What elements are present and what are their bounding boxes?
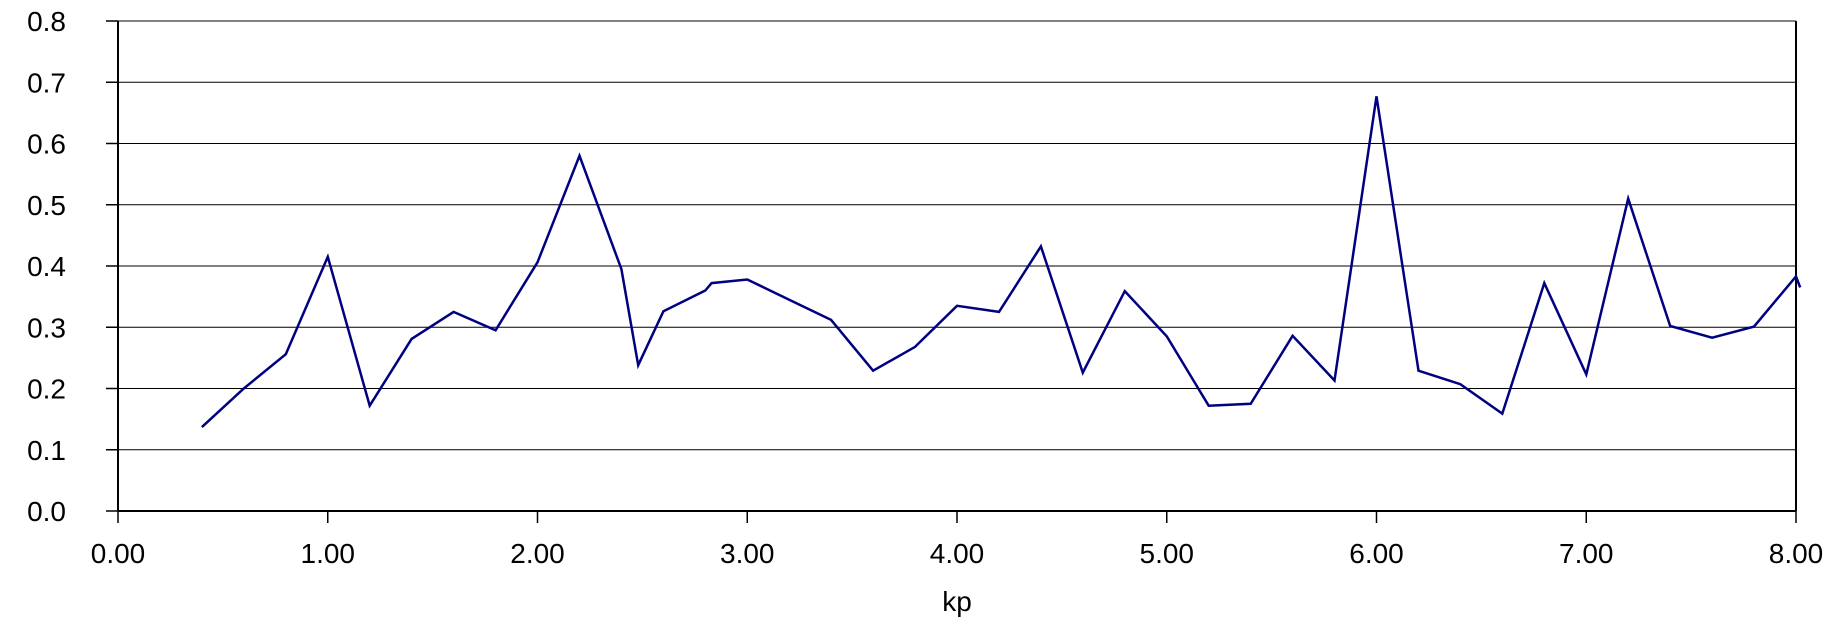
x-tick-label: 2.00 xyxy=(510,538,565,569)
y-tick-label: 0.0 xyxy=(27,496,66,527)
x-axis-ticks: 0.00 1.00 2.00 3.00 4.00 5.00 6.00 7.00 8.00 xyxy=(91,511,1824,569)
x-tick-label: 1.00 xyxy=(301,538,356,569)
y-tick-label: 0.7 xyxy=(27,67,66,98)
x-tick-label: 4.00 xyxy=(930,538,985,569)
series-line xyxy=(201,96,1802,429)
x-tick-label: 7.00 xyxy=(1559,538,1614,569)
y-tick-label: 0.3 xyxy=(27,312,66,343)
x-tick-label: 8.00 xyxy=(1769,538,1824,569)
x-tick-label: 0.00 xyxy=(91,538,146,569)
y-tick-label: 0.4 xyxy=(27,251,66,282)
x-tick-label: 5.00 xyxy=(1140,538,1195,569)
series-group xyxy=(201,96,1802,429)
y-tick-label: 0.6 xyxy=(27,129,66,160)
y-tick-label: 0.5 xyxy=(27,190,66,221)
y-tick-label: 0.2 xyxy=(27,374,66,405)
gridlines xyxy=(118,20,1796,451)
x-axis-title: kp xyxy=(942,586,972,617)
x-tick-label: 3.00 xyxy=(720,538,775,569)
y-tick-label: 0.8 xyxy=(27,6,66,37)
y-axis-ticks: 0.0 0.1 0.2 0.3 0.4 0.5 0.6 0.7 0.8 xyxy=(27,6,118,527)
y-tick-label: 0.1 xyxy=(27,435,66,466)
x-tick-label: 6.00 xyxy=(1349,538,1404,569)
